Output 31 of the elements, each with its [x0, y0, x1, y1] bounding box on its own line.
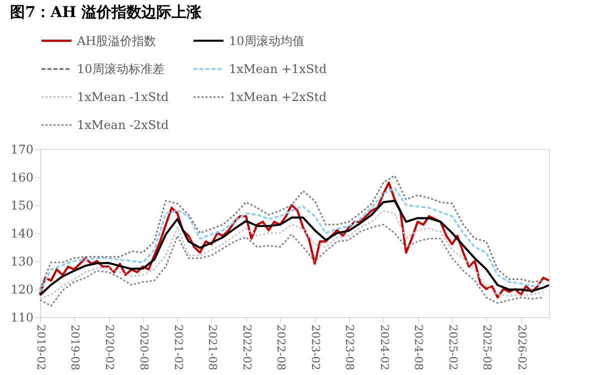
- x-tick-label: 2021-02: [172, 324, 185, 370]
- legend-label: 1xMean -2xStd: [77, 118, 169, 132]
- y-tick-label: 130: [10, 254, 34, 268]
- line-series: [39, 224, 544, 307]
- x-tick-label: 2020-02: [103, 324, 116, 370]
- x-tick-label: 2020-08: [137, 324, 150, 370]
- x-tick-label: 2024-08: [412, 324, 426, 370]
- y-tick-label: 160: [10, 170, 34, 184]
- y-tick-label: 150: [10, 198, 34, 212]
- x-tick-label: 2025-08: [480, 324, 494, 370]
- x-tick-label: 2022-02: [240, 324, 254, 370]
- legend-label: 1xMean -1xStd: [77, 90, 169, 104]
- legend-label: 10周滚动标准差: [77, 62, 164, 76]
- legend-label: 1xMean +1xStd: [229, 62, 327, 76]
- x-tick-label: 2024-02: [378, 324, 391, 370]
- chart-title: 图7：AH 溢价指数边际上涨: [10, 3, 203, 21]
- y-tick-label: 140: [10, 226, 34, 240]
- x-tick-label: 2019-02: [34, 324, 48, 370]
- x-tick-label: 2025-02: [446, 324, 460, 370]
- x-tick-label: 2022-08: [274, 324, 288, 370]
- x-tick-label: 2021-08: [206, 324, 219, 370]
- legend-label: 10周滚动均值: [229, 34, 304, 48]
- x-tick-label: 2019-08: [68, 324, 82, 370]
- x-tick-label: 2023-02: [309, 324, 322, 370]
- x-tick-label: 2026-02: [515, 324, 528, 370]
- legend-label: 1xMean +2xStd: [229, 90, 327, 104]
- y-tick-label: 110: [10, 310, 34, 324]
- y-tick-label: 170: [10, 142, 34, 156]
- y-tick-label: 120: [10, 282, 34, 296]
- x-tick-label: 2023-08: [343, 324, 356, 370]
- legend-label: AH股溢价指数: [76, 34, 156, 48]
